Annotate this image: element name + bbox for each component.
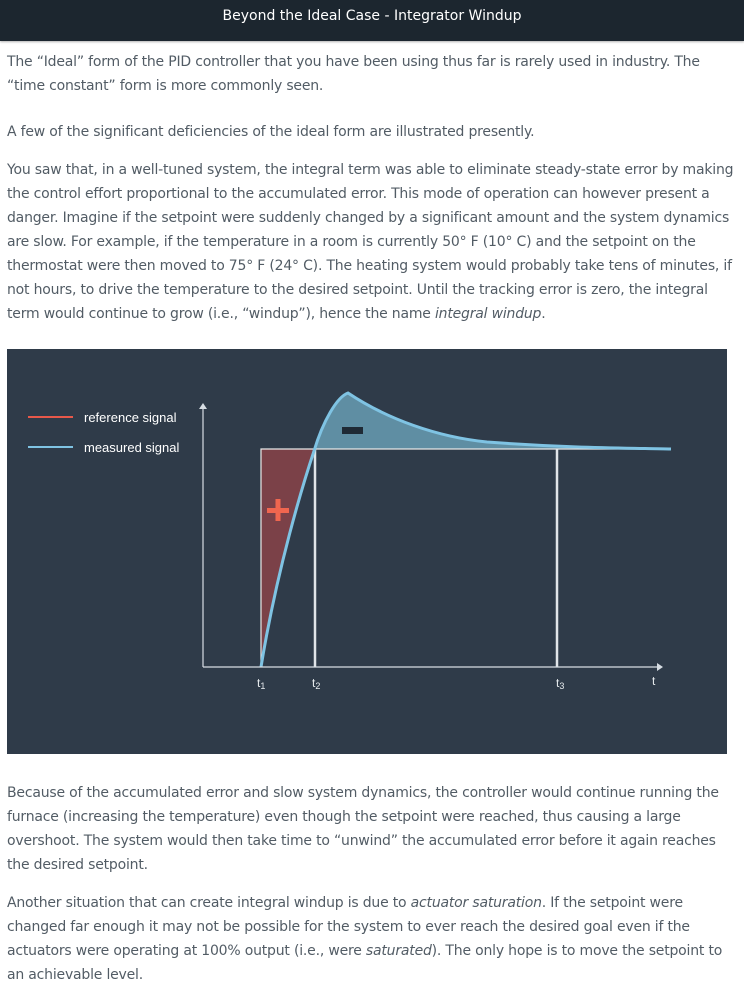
term-saturated: saturated [365,943,432,959]
paragraph-saturation-text-a: Another situation that can create integr… [7,895,411,911]
plus-icon-vertical [275,499,281,521]
lesson-content-bottom: Because of the accumulated error and slo… [7,781,739,987]
time-label-t3: t3 [556,676,564,691]
measured-signal-curve [259,391,672,668]
lesson-content-top: The “Ideal” form of the PID controller t… [7,50,739,326]
integrator-windup-figure: reference signal measured signal t1 t2 t… [7,349,727,754]
legend-reference-label: reference signal [84,410,177,425]
paragraph-windup-text: You saw that, in a well-tuned system, th… [7,162,734,322]
term-integral-windup: integral windup [434,306,542,322]
paragraph-overshoot: Because of the accumulated error and slo… [7,785,719,873]
reference-signal-line [260,448,671,667]
paragraph-intro: The “Ideal” form of the PID controller t… [7,54,700,94]
term-actuator-saturation: actuator saturation [410,895,542,911]
paragraph-windup: You saw that, in a well-tuned system, th… [7,158,739,326]
minus-icon [342,427,363,434]
time-axis-arrow [657,663,663,671]
positive-error-area [261,449,314,667]
paragraph-deficiencies: A few of the significant deficiencies of… [7,124,535,140]
value-axis-arrow [199,403,207,409]
legend-measured-label: measured signal [84,440,179,455]
time-label-t1: t1 [257,676,265,691]
lesson-header: Beyond the Ideal Case - Integrator Windu… [0,0,744,41]
time-label-t: t [652,674,656,688]
time-label-t2: t2 [312,676,320,691]
negative-error-area [314,393,671,449]
paragraph-saturation-text-b: . If the setpoint were changed far enoug… [7,895,690,959]
lesson-title: Beyond the Ideal Case - Integrator Windu… [222,8,522,24]
windup-plot: reference signal measured signal t1 t2 t… [28,391,672,691]
paragraph-windup-end: . [541,306,546,322]
paragraph-saturation: Another situation that can create integr… [7,891,739,987]
